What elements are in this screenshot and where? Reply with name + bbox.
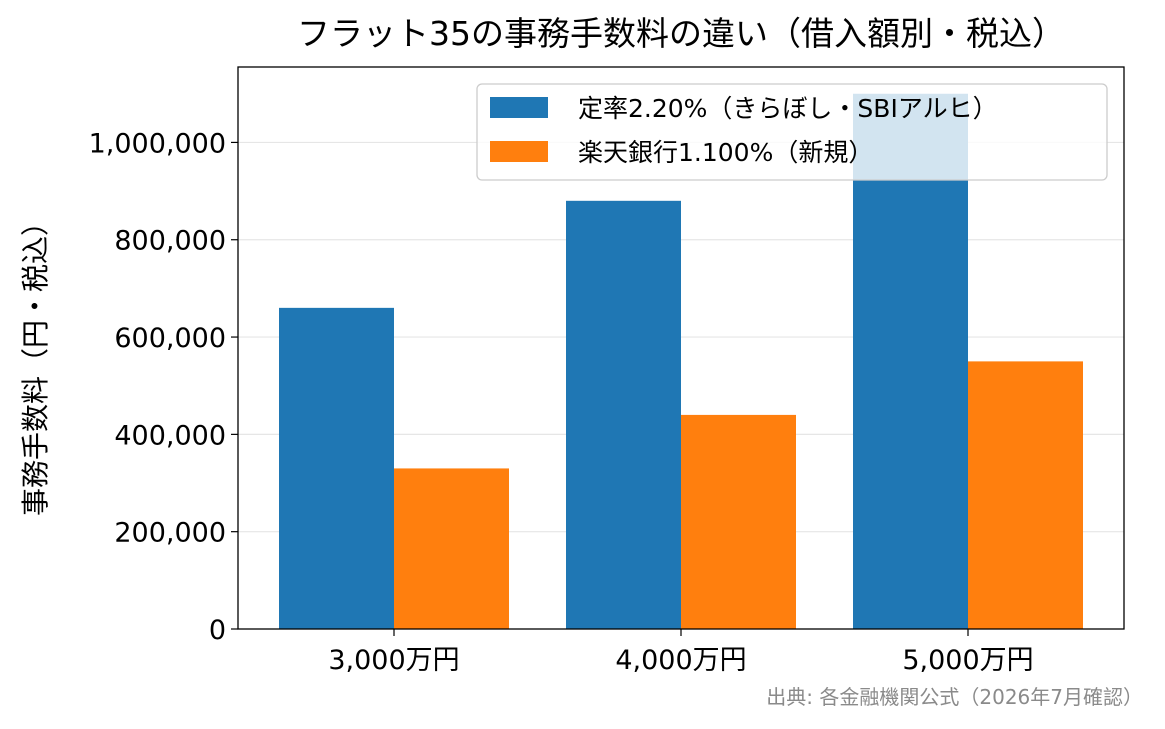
x-tick-label: 4,000万円: [615, 645, 746, 676]
bar: [853, 93, 968, 629]
legend-swatch: [490, 141, 548, 162]
y-tick-label: 200,000: [114, 518, 226, 549]
x-axis: 3,000万円 4,000万円 5,000万円: [328, 629, 1034, 676]
bar: [279, 307, 394, 629]
y-tick-label: 600,000: [114, 323, 226, 354]
legend: 定率2.20%（きらぼし・SBIアルヒ） 楽天銀行1.100%（新規）: [476, 83, 1108, 181]
legend-label: 定率2.20%（きらぼし・SBIアルヒ）: [578, 94, 998, 123]
y-tick-label: 1,000,000: [89, 128, 226, 159]
y-axis-label: 事務手数料（円・税込）: [19, 208, 52, 516]
legend-box: [476, 83, 1108, 181]
y-tick-label: 400,000: [114, 420, 226, 451]
x-tick-label: 3,000万円: [328, 645, 459, 676]
bar: [566, 200, 681, 630]
y-axis: 0 200,000 400,000 600,000 800,000 1,000,000: [89, 128, 238, 646]
y-tick-label: 800,000: [114, 226, 226, 257]
legend-swatch: [490, 97, 548, 118]
source-note: 出典: 各金融機関公式（2026年7月確認）: [766, 685, 1143, 709]
chart-title: フラット35の事務手数料の違い（借入額別・税込）: [297, 14, 1065, 53]
bar: [394, 468, 509, 629]
y-tick-label: 0: [209, 615, 226, 646]
bars: [279, 93, 1083, 630]
legend-label: 楽天銀行1.100%（新規）: [578, 138, 873, 167]
bar: [681, 414, 796, 629]
x-tick-label: 5,000万円: [902, 645, 1033, 676]
bar: [968, 361, 1083, 629]
